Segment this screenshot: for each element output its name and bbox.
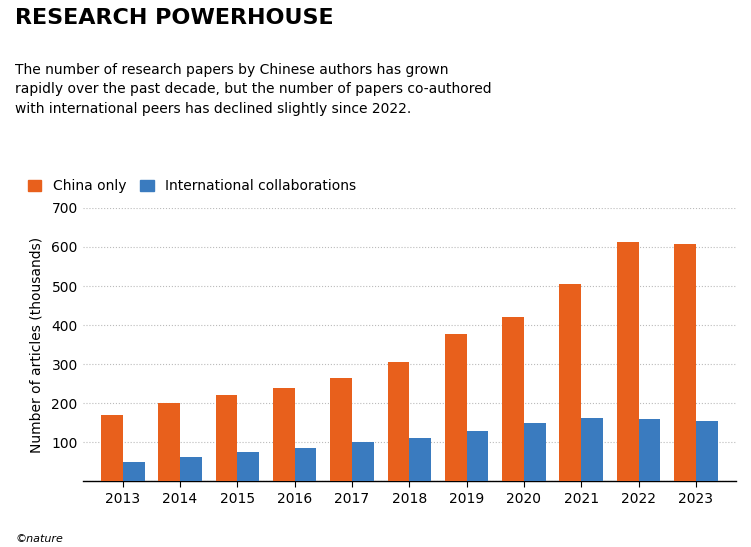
Bar bbox=[559, 284, 581, 481]
Text: RESEARCH POWERHOUSE: RESEARCH POWERHOUSE bbox=[15, 8, 333, 28]
Bar bbox=[352, 443, 374, 481]
Bar bbox=[158, 403, 180, 481]
Bar bbox=[388, 362, 409, 481]
Bar bbox=[330, 378, 352, 481]
Bar bbox=[122, 462, 144, 481]
Bar bbox=[294, 448, 316, 481]
Bar bbox=[674, 244, 696, 481]
Text: The number of research papers by Chinese authors has grown
rapidly over the past: The number of research papers by Chinese… bbox=[15, 63, 492, 116]
Legend: China only, International collaborations: China only, International collaborations bbox=[22, 174, 361, 199]
Bar bbox=[696, 421, 718, 481]
Bar bbox=[180, 457, 202, 481]
Bar bbox=[581, 418, 603, 481]
Bar bbox=[524, 423, 546, 481]
Bar bbox=[638, 419, 660, 481]
Text: ©nature: ©nature bbox=[15, 534, 63, 544]
Bar bbox=[445, 334, 466, 481]
Bar bbox=[237, 452, 259, 481]
Bar bbox=[409, 438, 431, 481]
Bar bbox=[101, 415, 122, 481]
Bar bbox=[466, 430, 488, 481]
Y-axis label: Number of articles (thousands): Number of articles (thousands) bbox=[29, 236, 43, 453]
Bar bbox=[273, 388, 294, 481]
Bar bbox=[216, 395, 237, 481]
Bar bbox=[502, 317, 524, 481]
Bar bbox=[617, 242, 638, 481]
